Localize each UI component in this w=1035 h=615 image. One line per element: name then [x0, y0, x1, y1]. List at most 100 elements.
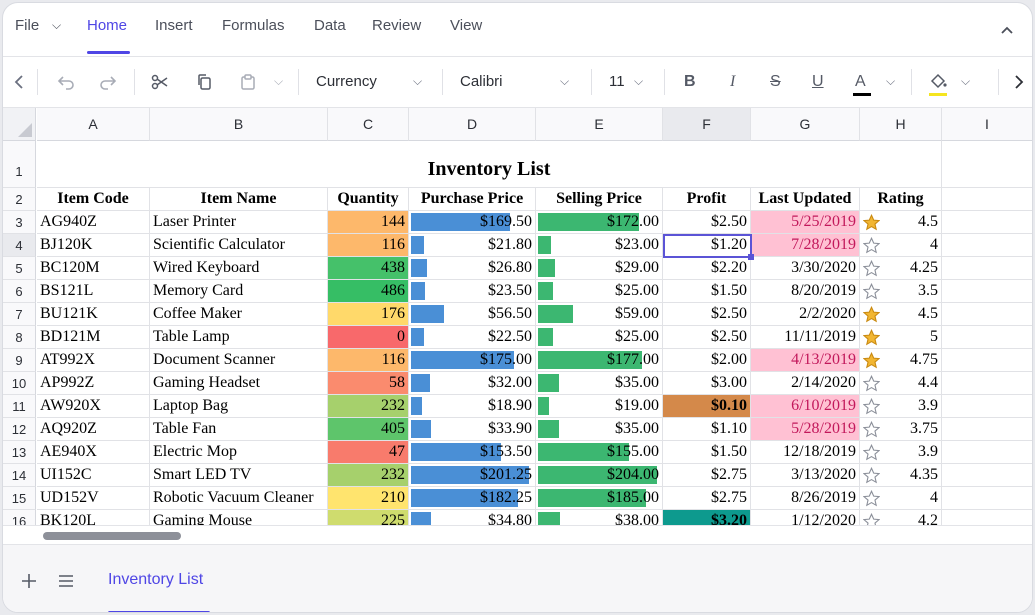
cell-code[interactable]: AW920X [37, 395, 150, 418]
row-header-11[interactable]: 11 [3, 395, 36, 418]
cell-qty[interactable]: 486 [328, 280, 409, 303]
cell-profit[interactable]: $2.50 [663, 303, 751, 326]
row-header-6[interactable]: 6 [3, 280, 36, 303]
cell-purchase[interactable]: $32.00 [409, 372, 536, 395]
cell-qty[interactable]: 47 [328, 441, 409, 464]
cell-profit[interactable]: $2.75 [663, 464, 751, 487]
cell-selling[interactable]: $19.00 [536, 395, 663, 418]
cell-rating[interactable]: 4 [860, 234, 942, 257]
empty-cell[interactable] [942, 441, 1032, 464]
cell-rating[interactable]: 3.75 [860, 418, 942, 441]
cell-selling[interactable]: $172.00 [536, 211, 663, 234]
empty-cell[interactable] [942, 395, 1032, 418]
empty-cell[interactable] [942, 418, 1032, 441]
row-header-7[interactable]: 7 [3, 303, 36, 326]
cell-code[interactable]: AP992Z [37, 372, 150, 395]
cell-name[interactable]: Scientific Calculator [150, 234, 328, 257]
cell-updated[interactable]: 3/13/2020 [751, 464, 860, 487]
tab-review[interactable]: Review [372, 17, 422, 34]
cell-updated[interactable]: 12/18/2019 [751, 441, 860, 464]
cell-name[interactable]: Document Scanner [150, 349, 328, 372]
cell-rating[interactable]: 4.5 [860, 211, 942, 234]
cell-purchase[interactable]: $23.50 [409, 280, 536, 303]
empty-cell[interactable] [942, 211, 1032, 234]
cell-code[interactable]: AG940Z [37, 211, 150, 234]
cell-name[interactable]: Smart LED TV [150, 464, 328, 487]
cell-rating[interactable]: 4.75 [860, 349, 942, 372]
cell-profit[interactable]: $2.20 [663, 257, 751, 280]
empty-cell[interactable] [942, 464, 1032, 487]
cell-code[interactable]: BD121M [37, 326, 150, 349]
font-name-select[interactable]: Calibri [460, 73, 503, 90]
cell-qty[interactable]: 0 [328, 326, 409, 349]
cell-updated[interactable]: 5/25/2019 [751, 211, 860, 234]
cell-code[interactable]: UD152V [37, 487, 150, 510]
font-size-select[interactable]: 11 [609, 73, 625, 90]
paste-chevron-icon[interactable]: ⌵ [274, 74, 284, 88]
cell-selling[interactable]: $177.00 [536, 349, 663, 372]
cell-purchase[interactable]: $22.50 [409, 326, 536, 349]
cell-name[interactable]: Gaming Headset [150, 372, 328, 395]
cell-profit[interactable]: $1.10 [663, 418, 751, 441]
cell-qty[interactable]: 176 [328, 303, 409, 326]
header-cell[interactable]: Rating [860, 188, 942, 211]
cell-name[interactable]: Laser Printer [150, 211, 328, 234]
cell-profit[interactable]: $3.00 [663, 372, 751, 395]
cell-selling[interactable]: $35.00 [536, 418, 663, 441]
cell-rating[interactable]: 3.9 [860, 441, 942, 464]
cell-profit[interactable]: $0.10 [663, 395, 751, 418]
row-header-12[interactable]: 12 [3, 418, 36, 441]
row-header-3[interactable]: 3 [3, 211, 36, 234]
scrollbar-thumb[interactable] [43, 532, 181, 540]
cell-purchase[interactable]: $18.90 [409, 395, 536, 418]
cell-selling[interactable]: $38.00 [536, 510, 663, 525]
cell-name[interactable]: Coffee Maker [150, 303, 328, 326]
cell-code[interactable]: BC120M [37, 257, 150, 280]
cell-profit[interactable]: $3.20 [663, 510, 751, 525]
cell-profit[interactable]: $1.50 [663, 280, 751, 303]
row-header-16[interactable]: 16 [3, 510, 36, 525]
scroll-right-icon[interactable] [1013, 74, 1025, 90]
redo-icon[interactable] [99, 74, 117, 90]
fill-handle[interactable] [748, 254, 754, 260]
row-header-4[interactable]: 4 [3, 234, 36, 257]
cell-selling[interactable]: $35.00 [536, 372, 663, 395]
cell-selling[interactable]: $25.00 [536, 280, 663, 303]
cell-purchase[interactable]: $169.50 [409, 211, 536, 234]
empty-cell[interactable] [942, 234, 1032, 257]
cell-updated[interactable]: 5/28/2019 [751, 418, 860, 441]
row-header-1[interactable]: 1 [3, 141, 36, 188]
cell-selling[interactable]: $25.00 [536, 326, 663, 349]
cell-qty[interactable]: 232 [328, 464, 409, 487]
tab-data[interactable]: Data [314, 17, 346, 34]
cell-profit[interactable]: $2.00 [663, 349, 751, 372]
row-header-14[interactable]: 14 [3, 464, 36, 487]
cell-updated[interactable]: 1/12/2020 [751, 510, 860, 525]
cell-profit[interactable]: $2.50 [663, 326, 751, 349]
cell-qty[interactable]: 58 [328, 372, 409, 395]
cell-selling[interactable]: $155.00 [536, 441, 663, 464]
empty-cell[interactable] [942, 349, 1032, 372]
cell-qty[interactable]: 438 [328, 257, 409, 280]
row-header-10[interactable]: 10 [3, 372, 36, 395]
cell-updated[interactable]: 2/14/2020 [751, 372, 860, 395]
undo-icon[interactable] [57, 74, 75, 90]
cell-code[interactable]: AQ920Z [37, 418, 150, 441]
cell-updated[interactable]: 7/28/2019 [751, 234, 860, 257]
cell-name[interactable]: Table Fan [150, 418, 328, 441]
cell-profit[interactable]: $2.75 [663, 487, 751, 510]
font-size-chevron-icon[interactable]: ⌵ [634, 74, 644, 88]
cell-purchase[interactable]: $56.50 [409, 303, 536, 326]
row-header-13[interactable]: 13 [3, 441, 36, 464]
chevron-up-icon[interactable] [1000, 23, 1014, 37]
cell-name[interactable]: Robotic Vacuum Cleaner [150, 487, 328, 510]
cell-name[interactable]: Memory Card [150, 280, 328, 303]
cell-updated[interactable]: 11/11/2019 [751, 326, 860, 349]
cell-code[interactable]: UI152C [37, 464, 150, 487]
cell-code[interactable]: AE940X [37, 441, 150, 464]
cell-purchase[interactable]: $201.25 [409, 464, 536, 487]
empty-cell[interactable] [942, 280, 1032, 303]
cell-name[interactable]: Laptop Bag [150, 395, 328, 418]
spreadsheet-grid[interactable]: Inventory List A B C D E F G H I 1 2 3 4 5 6 7 8 9 10 11 12 1… [3, 108, 1032, 525]
cell-purchase[interactable]: $26.80 [409, 257, 536, 280]
